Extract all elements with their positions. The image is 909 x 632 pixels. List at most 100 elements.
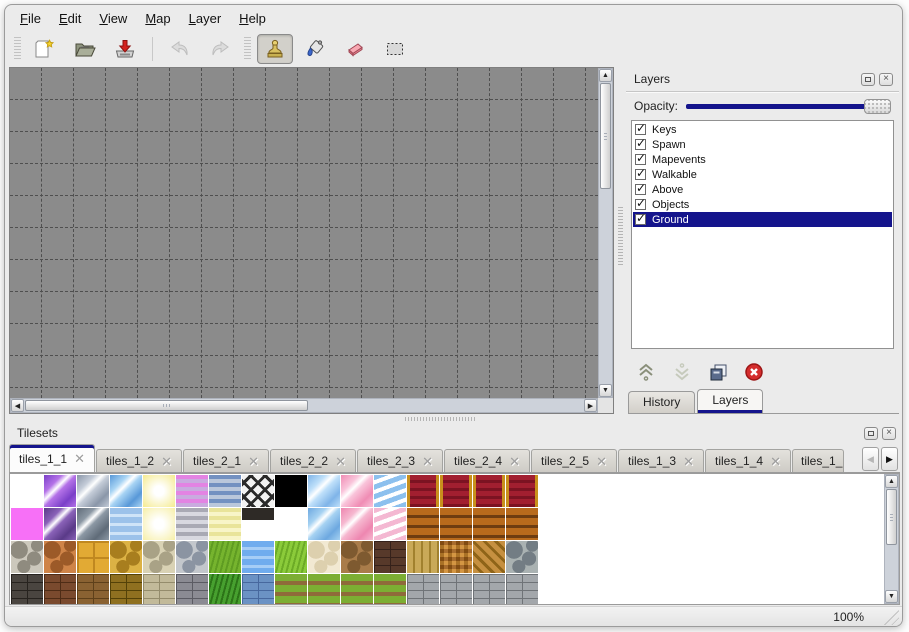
stamp-tool-button[interactable] (257, 34, 293, 64)
tile-r3-c9[interactable] (308, 574, 340, 604)
layer-visibility-checkbox[interactable]: ✓ (635, 181, 647, 195)
tile-r0-c4[interactable] (143, 475, 175, 507)
opacity-slider-handle[interactable] (864, 99, 891, 114)
tile-r2-c0[interactable] (11, 541, 43, 573)
tileset-tab-tiles_2_4[interactable]: tiles_2_4 ✕ (444, 449, 530, 472)
tile-r1-c4[interactable] (143, 508, 175, 540)
tileset-tab-tiles_1_1[interactable]: tiles_1_1 ✕ (9, 444, 95, 472)
tile-r3-c0[interactable] (11, 574, 43, 604)
layer-visibility-checkbox[interactable]: ✓ (635, 136, 647, 150)
tile-r3-c1[interactable] (44, 574, 76, 604)
tile-r2-c5[interactable] (176, 541, 208, 573)
close-panel-icon[interactable]: × (882, 426, 896, 440)
eraser-tool-button[interactable] (337, 34, 373, 64)
tile-r0-c13[interactable] (440, 475, 472, 507)
tile-r2-c9[interactable] (308, 541, 340, 573)
menu-view[interactable]: View (99, 10, 128, 26)
tile-r1-c9[interactable] (308, 508, 340, 540)
tile-r1-c15[interactable] (506, 508, 538, 540)
tile-r0-c10[interactable] (341, 475, 373, 507)
fill-tool-button[interactable] (297, 34, 333, 64)
duplicate-layer-button[interactable] (706, 360, 730, 384)
tile-r1-c8[interactable] (275, 508, 307, 540)
tile-r3-c4[interactable] (143, 574, 175, 604)
tile-r1-c11[interactable] (374, 508, 406, 540)
tileset-tab-tiles_1_4[interactable]: tiles_1_4 ✕ (705, 449, 791, 472)
tile-r3-c12[interactable] (407, 574, 439, 604)
layer-row-keys[interactable]: ✓ Keys (633, 121, 892, 137)
canvas-vertical-scrollbar[interactable]: ▲ ▼ (598, 68, 613, 398)
tile-r2-c4[interactable] (143, 541, 175, 573)
canvas-hscroll-thumb[interactable] (25, 400, 308, 411)
tile-r3-c15[interactable] (506, 574, 538, 604)
close-panel-icon[interactable]: × (879, 72, 893, 86)
tile-r0-c15[interactable] (506, 475, 538, 507)
tile-r3-c11[interactable] (374, 574, 406, 604)
tile-r3-c8[interactable] (275, 574, 307, 604)
canvas-vscroll-thumb[interactable] (600, 83, 611, 189)
tileset-vertical-scrollbar[interactable]: ▲ ▼ (884, 474, 899, 604)
toolbar-drag-handle[interactable] (244, 37, 251, 61)
tile-r0-c5[interactable] (176, 475, 208, 507)
tab-close-icon[interactable]: ✕ (161, 453, 172, 469)
tile-r3-c13[interactable] (440, 574, 472, 604)
tile-r0-c7[interactable] (242, 475, 274, 507)
tile-r0-c8[interactable] (275, 475, 307, 507)
tab-layers[interactable]: Layers (697, 389, 764, 413)
tile-r2-c15[interactable] (506, 541, 538, 573)
tile-r2-c14[interactable] (473, 541, 505, 573)
tile-r3-c10[interactable] (341, 574, 373, 604)
layer-visibility-checkbox[interactable]: ✓ (635, 151, 647, 165)
tab-close-icon[interactable]: ✕ (596, 453, 607, 469)
toolbar-drag-handle[interactable] (14, 37, 21, 61)
tile-r0-c3[interactable] (110, 475, 142, 507)
map-canvas[interactable] (10, 68, 598, 398)
tileset-tab-tiles_2_5[interactable]: tiles_2_5 ✕ (531, 449, 617, 472)
tileset-tab-tiles_1_3[interactable]: tiles_1_3 ✕ (618, 449, 704, 472)
tab-close-icon[interactable]: ✕ (683, 453, 694, 469)
scroll-down-arrow[interactable]: ▼ (885, 590, 898, 603)
tileset-tab-tiles_2_3[interactable]: tiles_2_3 ✕ (357, 449, 443, 472)
layer-row-above[interactable]: ✓ Above (633, 181, 892, 197)
scroll-down-arrow[interactable]: ▼ (599, 384, 612, 397)
tab-close-icon[interactable]: ✕ (770, 453, 781, 469)
tile-r0-c0[interactable] (11, 475, 43, 507)
delete-layer-button[interactable] (742, 360, 766, 384)
tile-r2-c11[interactable] (374, 541, 406, 573)
menu-help[interactable]: Help (239, 10, 266, 26)
tab-close-icon[interactable]: ✕ (74, 451, 85, 466)
menu-layer[interactable]: Layer (188, 10, 222, 26)
tile-r1-c13[interactable] (440, 508, 472, 540)
tile-r1-c2[interactable] (77, 508, 109, 540)
tile-r1-c5[interactable] (176, 508, 208, 540)
tile-r1-c7[interactable] (242, 508, 274, 540)
tile-r3-c7[interactable] (242, 574, 274, 604)
scroll-left-arrow[interactable]: ◀ (11, 399, 24, 412)
redo-button[interactable] (202, 34, 238, 64)
layer-visibility-checkbox[interactable]: ✓ (635, 166, 647, 180)
menu-map[interactable]: Map (145, 10, 171, 26)
layer-visibility-checkbox[interactable]: ✓ (635, 121, 647, 135)
float-panel-icon[interactable] (861, 72, 875, 86)
tile-r0-c9[interactable] (308, 475, 340, 507)
tile-r2-c7[interactable] (242, 541, 274, 573)
tile-r3-c14[interactable] (473, 574, 505, 604)
tab-close-icon[interactable]: ✕ (509, 453, 520, 469)
tile-r1-c3[interactable] (110, 508, 142, 540)
tile-r1-c6[interactable] (209, 508, 241, 540)
tile-r1-c10[interactable] (341, 508, 373, 540)
move-layer-up-button[interactable] (634, 360, 658, 384)
tab-close-icon[interactable]: ✕ (248, 453, 259, 469)
tile-r0-c6[interactable] (209, 475, 241, 507)
tile-r2-c13[interactable] (440, 541, 472, 573)
menu-file[interactable]: File (20, 10, 41, 26)
tile-r3-c6[interactable] (209, 574, 241, 604)
undo-button[interactable] (162, 34, 198, 64)
tile-r0-c2[interactable] (77, 475, 109, 507)
opacity-slider[interactable] (686, 98, 891, 114)
open-file-button[interactable] (67, 34, 103, 64)
layer-row-walkable[interactable]: ✓ Walkable (633, 166, 892, 182)
tile-r0-c14[interactable] (473, 475, 505, 507)
tile-r2-c6[interactable] (209, 541, 241, 573)
tileset-tab-tiles_1_2[interactable]: tiles_1_2 ✕ (96, 449, 182, 472)
